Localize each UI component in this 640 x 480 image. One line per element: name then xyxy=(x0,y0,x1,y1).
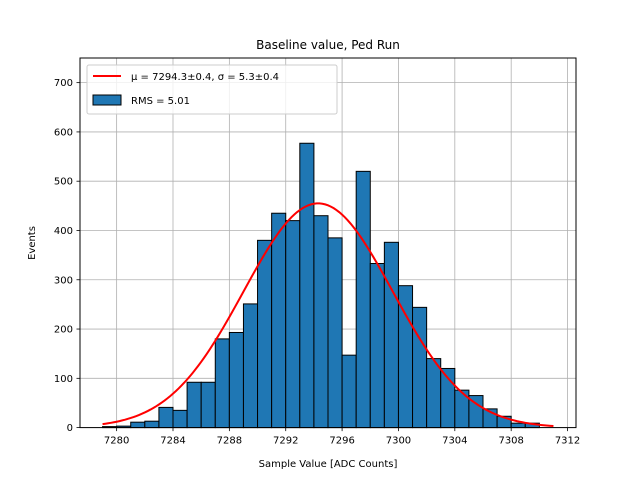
histogram-bar xyxy=(369,262,385,429)
gaussian-fit-curve xyxy=(102,202,554,428)
histogram-bar xyxy=(341,354,357,429)
histogram-bar xyxy=(172,409,188,429)
y-tick-label: 700 xyxy=(54,78,73,89)
y-tick-label: 0 xyxy=(67,423,73,434)
x-tick-label: 7304 xyxy=(442,436,467,447)
histogram-bar xyxy=(271,212,287,429)
x-tick-label: 7288 xyxy=(217,436,242,447)
histogram-bar xyxy=(242,303,259,429)
y-tick-label: 600 xyxy=(54,127,73,138)
legend: μ = 7294.3±0.4, σ = 5.3±0.4 RMS = 5.01 xyxy=(86,64,338,115)
x-tick-label: 7296 xyxy=(329,436,354,447)
x-tick-label: 7300 xyxy=(386,436,411,447)
histogram-bar xyxy=(327,237,343,429)
histogram-bar xyxy=(412,306,428,429)
x-tick-label: 7292 xyxy=(273,436,298,447)
y-tick-label: 400 xyxy=(54,226,73,237)
y-tick-label: 100 xyxy=(54,374,73,385)
legend-fit-label: μ = 7294.3±0.4, σ = 5.3±0.4 xyxy=(131,72,279,83)
fit-curve-group xyxy=(102,202,554,428)
histogram-bar xyxy=(510,422,526,429)
histogram-bar xyxy=(257,239,273,429)
x-tick-label: 7308 xyxy=(498,436,523,447)
histogram-bar xyxy=(383,241,399,429)
histogram-bar xyxy=(130,421,146,429)
histogram-bar xyxy=(426,358,442,429)
x-tick-label: 7284 xyxy=(160,436,185,447)
x-tick-label: 7312 xyxy=(555,436,580,447)
y-tick-label: 500 xyxy=(54,177,73,188)
histogram-bar xyxy=(313,215,329,429)
x-tick-label: 7280 xyxy=(104,436,129,447)
histogram-bar xyxy=(299,142,315,429)
y-axis-label: Events xyxy=(27,226,38,260)
histogram-bar xyxy=(285,220,301,429)
y-tick-label: 200 xyxy=(54,325,73,336)
legend-frame xyxy=(86,64,338,115)
y-axis-ticks: 0 100 200 300 400 500 600 700 xyxy=(54,78,80,434)
histogram-bar xyxy=(186,381,202,429)
chart-title: Baseline value, Ped Run xyxy=(256,38,400,52)
x-axis-label: Sample Value [ADC Counts] xyxy=(259,459,398,470)
legend-rms-label: RMS = 5.01 xyxy=(131,96,190,107)
histogram-bar xyxy=(144,420,160,429)
legend-rms-swatch xyxy=(92,94,122,106)
x-axis-ticks: 7280 7284 7288 7292 7296 7300 7304 7308 7312 xyxy=(104,427,580,447)
histogram-bar xyxy=(355,170,371,429)
histogram-bar xyxy=(200,381,216,429)
histogram-bar xyxy=(158,406,174,429)
histogram-bar xyxy=(214,338,230,429)
y-tick-label: 300 xyxy=(54,275,73,286)
histogram-bar xyxy=(228,331,244,429)
axes-frame xyxy=(79,57,577,429)
